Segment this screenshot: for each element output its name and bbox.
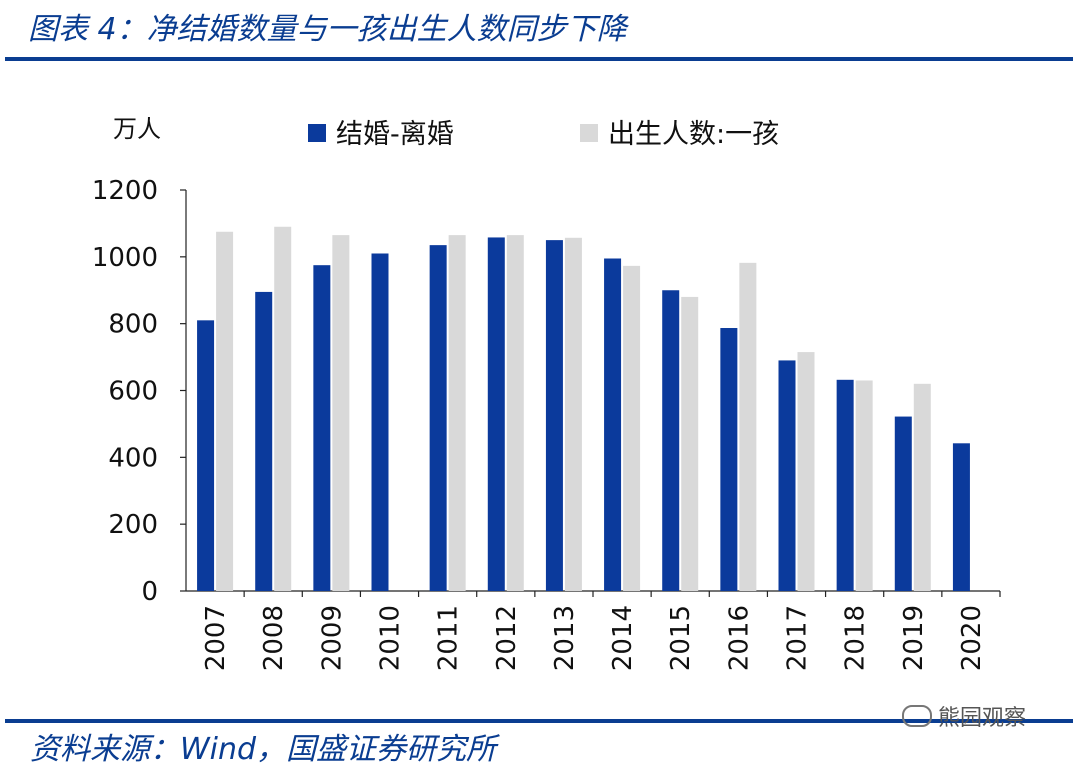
x-tick-label: 2015 xyxy=(666,605,696,671)
bar-first-births xyxy=(681,296,699,591)
y-tick-label: 1200 xyxy=(92,176,158,206)
figure-title: 图表 4：净结婚数量与一孩出生人数同步下降 xyxy=(28,12,627,47)
watermark-text: 熊园观察 xyxy=(938,706,1027,731)
bar-first-births xyxy=(564,237,582,591)
bar-first-births xyxy=(797,352,815,591)
bar-marriage-net xyxy=(662,290,680,591)
x-tick-label: 2016 xyxy=(724,605,754,671)
legend-swatch xyxy=(580,124,598,142)
bar-first-births xyxy=(913,383,931,591)
wechat-icon xyxy=(902,705,932,727)
legend: 结婚-离婚 出生人数:一孩 xyxy=(308,119,779,150)
bar-marriage-net xyxy=(313,265,331,591)
bar-marriage-net xyxy=(429,245,447,591)
x-tick-label: 2018 xyxy=(841,605,871,671)
bar-marriage-net xyxy=(720,328,738,591)
bar-marriage-net xyxy=(952,443,970,591)
bar-marriage-net xyxy=(894,416,912,591)
bars-group xyxy=(197,226,970,592)
y-tick-label: 400 xyxy=(108,443,158,473)
bar-first-births xyxy=(623,265,641,591)
x-axis: 2007 2008 2009 2010 2011 2012 2013 2014 2015 2016… xyxy=(186,590,1001,671)
y-tick-label: 0 xyxy=(141,577,158,607)
y-tick-label: 200 xyxy=(108,510,158,540)
x-tick-label: 2020 xyxy=(957,605,987,671)
x-tick-label: 2009 xyxy=(317,605,347,671)
bar-first-births xyxy=(274,226,292,591)
x-tick-label: 2019 xyxy=(899,605,929,671)
y-unit-label: 万人 xyxy=(113,115,161,143)
bar-marriage-net xyxy=(604,258,622,591)
source-note: 资料来源：Wind，国盛证券研究所 xyxy=(30,732,497,767)
legend-swatch xyxy=(308,124,326,142)
x-tick-label: 2007 xyxy=(201,605,231,671)
bar-marriage-net xyxy=(778,360,796,591)
bar-marriage-net xyxy=(197,320,215,591)
bar-first-births xyxy=(448,235,466,592)
x-tick-label: 2014 xyxy=(608,605,638,671)
bar-marriage-net xyxy=(545,240,563,591)
bar-first-births xyxy=(332,235,350,592)
legend-label: 出生人数:一孩 xyxy=(608,119,779,150)
bar-first-births xyxy=(216,231,234,592)
legend-label: 结婚-离婚 xyxy=(336,119,454,150)
source-divider xyxy=(5,719,1073,723)
x-tick-label: 2011 xyxy=(434,605,464,671)
x-tick-label: 2013 xyxy=(550,605,580,671)
x-tick-label: 2010 xyxy=(376,605,406,671)
bar-first-births xyxy=(855,380,873,591)
x-tick-label: 2017 xyxy=(783,605,813,671)
bar-marriage-net xyxy=(371,253,389,591)
y-tick-label: 800 xyxy=(108,310,158,340)
bar-first-births xyxy=(739,262,757,591)
x-tick-label: 2008 xyxy=(259,605,289,671)
title-divider xyxy=(5,57,1073,61)
bar-marriage-net xyxy=(487,237,505,591)
y-axis: 0 200 400 600 800 1000 1200 xyxy=(92,176,187,607)
bar-marriage-net xyxy=(255,291,273,591)
bar-marriage-net xyxy=(836,379,854,591)
y-tick-label: 1000 xyxy=(92,243,158,273)
bar-first-births xyxy=(506,235,524,592)
watermark: 熊园观察 xyxy=(902,700,1026,732)
x-tick-label: 2012 xyxy=(492,605,522,671)
y-tick-label: 600 xyxy=(108,377,158,407)
